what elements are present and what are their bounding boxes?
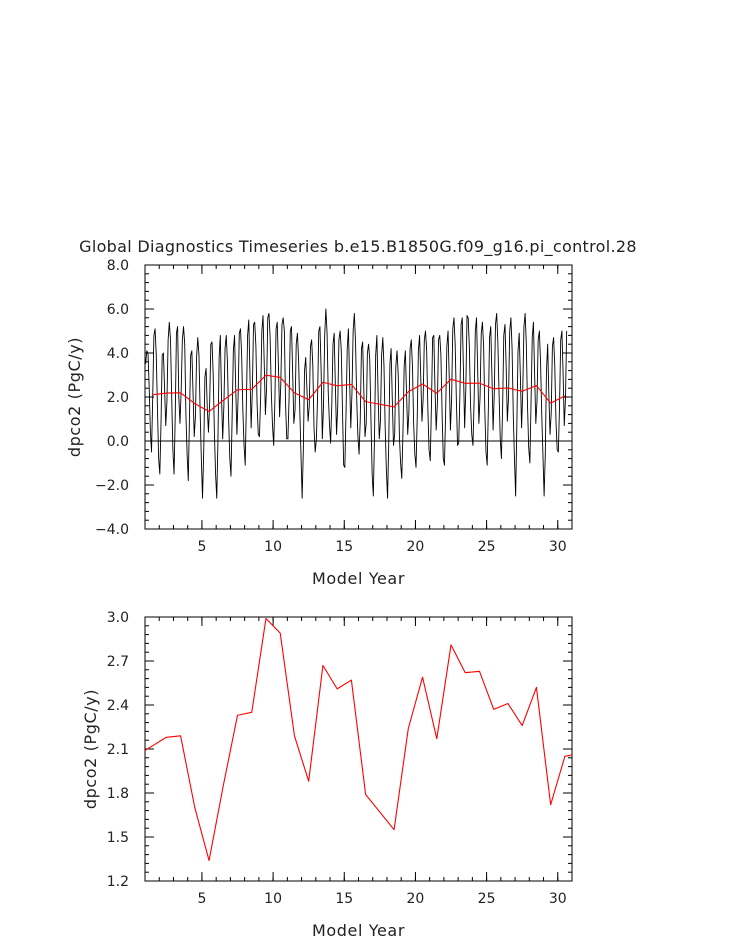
annual-mean-series-line	[144, 617, 573, 862]
y-tick-label: 2.4	[107, 698, 129, 714]
x-tick-label: 30	[549, 891, 567, 907]
x-tick-label: 15	[335, 891, 353, 907]
bottom-panel: 5 10 15 20 25 30 1.2 1.5 1.8 2.1 2.4 2.7 3.0 Model Ye…	[81, 610, 573, 940]
x-tick-label: 15	[335, 539, 353, 555]
y-tick-label: 6.0	[107, 302, 129, 318]
figure-title: Global Diagnostics Timeseries b.e15.B185…	[79, 237, 637, 257]
y-tick-label: 3.0	[107, 610, 129, 626]
x-tick-label: 25	[478, 539, 496, 555]
x-tick-label: 30	[549, 539, 567, 555]
x-tick-label: 20	[407, 539, 425, 555]
y-axis-label: dpco2 (PgC/y)	[65, 337, 84, 457]
x-tick-label: 5	[197, 891, 206, 907]
x-tick-label: 10	[264, 539, 282, 555]
monthly-series-line	[145, 308, 568, 499]
y-tick-label: 1.5	[107, 830, 129, 846]
y-tick-label: 1.2	[107, 874, 129, 890]
y-tick-label: 2.1	[107, 742, 129, 758]
y-tick-label: 0.0	[107, 434, 129, 450]
plot-frame	[144, 616, 573, 882]
y-tick-label: 4.0	[107, 346, 129, 362]
y-tick-label: −4.0	[95, 522, 129, 538]
x-tick-label: 20	[407, 891, 425, 907]
y-tick-label: 1.8	[107, 786, 129, 802]
plot-frame	[144, 264, 573, 530]
x-axis-label: Model Year	[312, 569, 405, 588]
y-tick-label: −2.0	[95, 478, 129, 494]
y-tick-label: 8.0	[107, 258, 129, 274]
y-tick-label: 2.0	[107, 390, 129, 406]
x-tick-label: 25	[478, 891, 496, 907]
y-axis-label: dpco2 (PgC/y)	[81, 689, 100, 809]
x-axis-label: Model Year	[312, 921, 405, 940]
x-tick-label: 10	[264, 891, 282, 907]
x-tick-label: 5	[197, 539, 206, 555]
top-panel: 5 10 15 20 25 30 −4.0 −2.0 0.0 2.0 4.0 6.0 8.0 Model …	[65, 258, 573, 588]
y-tick-label: 2.7	[107, 654, 129, 670]
annual-mean-series-line	[152, 374, 566, 413]
